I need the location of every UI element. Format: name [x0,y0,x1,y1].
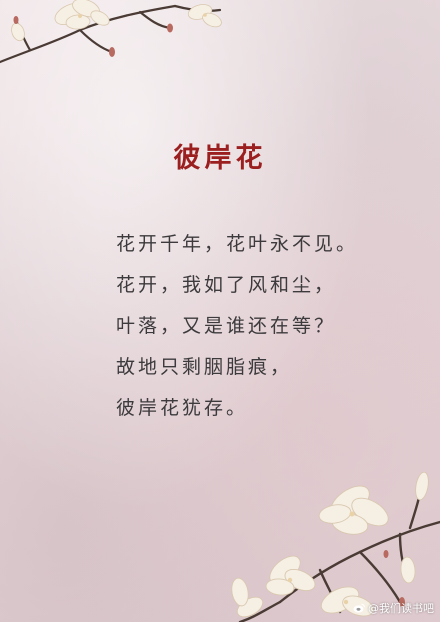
weibo-watermark: @我们读书吧 [353,600,434,616]
magnolia-branch-top-illustration [0,0,222,64]
poem-line: 彼岸花犹存。 [116,397,249,419]
magnolia-branch-bottom-illustration [231,471,440,622]
poem-line: 花开千年，花叶永不见。 [116,233,359,255]
poem-line: 花开，我如了风和尘， [116,274,337,296]
poem-line: 叶落，又是谁还在等？ [116,315,337,337]
watermark-text: @我们读书吧 [368,602,434,615]
weibo-icon [353,603,365,613]
poem-body: 花开千年，花叶永不见。 花开，我如了风和尘， 叶落，又是谁还在等？ 故地只剩胭脂… [116,224,358,429]
poem-title: 彼岸花 [173,143,267,174]
poem-line: 故地只剩胭脂痕， [116,356,293,378]
